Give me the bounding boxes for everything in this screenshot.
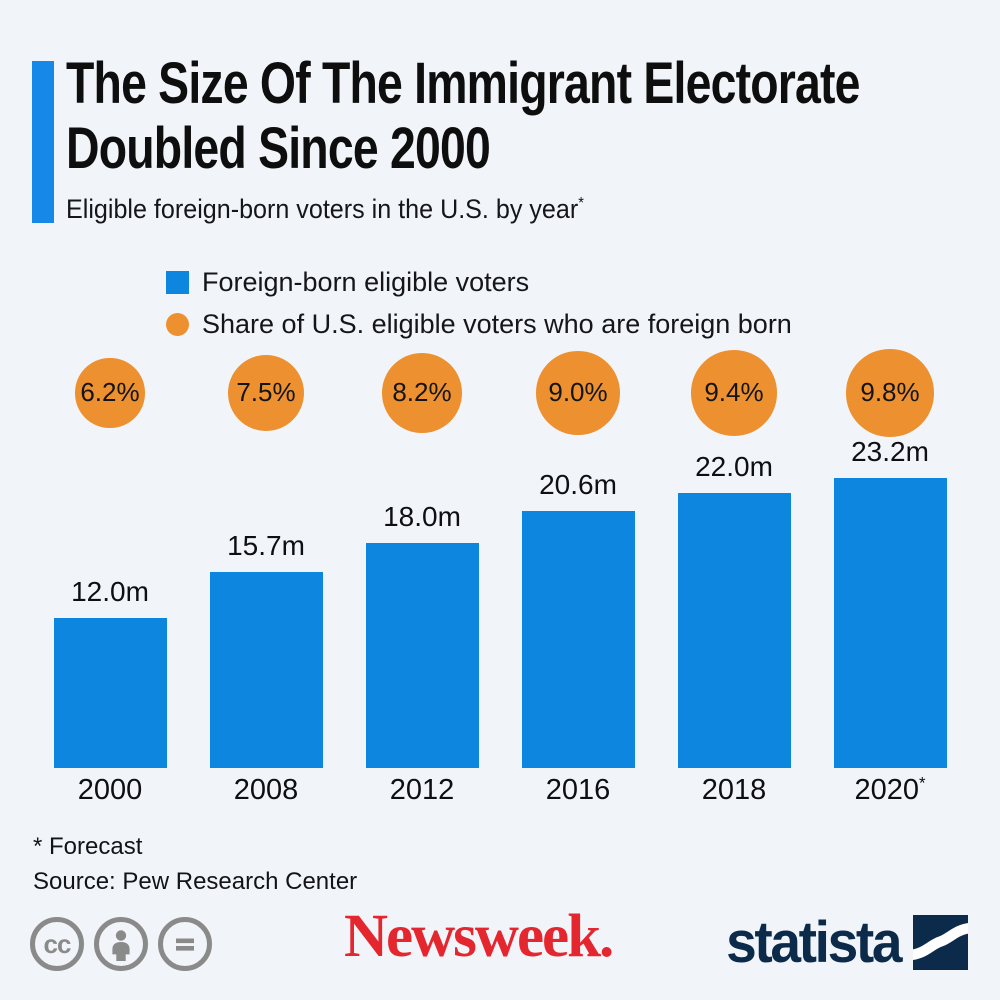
share-circle: 9.4% (691, 350, 777, 436)
bar-value-label: 20.6m (539, 468, 617, 500)
year-label: 2008 (233, 774, 299, 806)
bar-value-label: 23.2m (851, 436, 929, 467)
legend-square-marker-icon (166, 271, 189, 294)
cc-icon: cc (30, 917, 84, 971)
chart-subtitle: Eligible foreign-born voters in the U.S.… (66, 194, 584, 225)
forecast-footnote: * Forecast (33, 833, 143, 860)
statista-wordmark: statista (726, 910, 902, 975)
newsweek-logo: Newsweek. (344, 903, 614, 970)
bar (833, 478, 947, 768)
equals-icon (158, 917, 212, 971)
share-circle: 7.5% (227, 354, 305, 432)
chart-column: 9.8% 23.2m 2020* (812, 340, 968, 820)
page-title: The Size Of The Immigrant Electorate Dou… (66, 51, 861, 182)
person-glyph (112, 930, 130, 961)
legend-circle-marker-icon (166, 313, 189, 336)
share-circle: 9.0% (536, 351, 620, 435)
legend-item-voters: Foreign-born eligible voters (166, 266, 792, 299)
chart-column: 7.5% 15.7m 2008 (188, 340, 344, 820)
subtitle-footnote-marker: * (578, 195, 584, 212)
title-line-1: The Size Of The Immigrant Electorate (66, 51, 861, 116)
year-label: 2000 (77, 774, 143, 806)
subtitle-text: Eligible foreign-born voters in the U.S.… (66, 194, 579, 224)
footnotes: * Forecast Source: Pew Research Center (33, 830, 357, 900)
legend-label-voters: Foreign-born eligible voters (202, 267, 530, 297)
year-label: 2018 (701, 774, 767, 806)
chart-column: 9.0% 20.6m 2016 (500, 340, 656, 820)
chart-column: 8.2% 18.0m 2012 (344, 340, 500, 820)
legend-item-share: Share of U.S. eligible voters who are fo… (166, 308, 792, 341)
bar-chart: 6.2% 12.0m 2000 7.5% 15.7m 2008 8.2% 18.0m 2012 9… (32, 340, 968, 820)
equals-glyph (176, 938, 194, 951)
chart-column: 6.2% 12.0m 2000 (32, 340, 188, 820)
share-circle: 6.2% (75, 358, 145, 428)
bar-value-label: 18.0m (383, 501, 461, 532)
cc-icon-text: cc (43, 928, 72, 959)
title-accent-bar (32, 61, 54, 223)
bar (521, 510, 635, 768)
bar (209, 571, 323, 768)
chart-column: 9.4% 22.0m 2018 (656, 340, 812, 820)
forecast-marker: * (918, 773, 926, 793)
title-line-2: Doubled Since 2000 (66, 115, 491, 181)
bar-value-label: 22.0m (695, 451, 773, 482)
statista-logo-mark (913, 915, 968, 971)
source-line: Source: Pew Research Center (33, 867, 358, 895)
legend-label-share: Share of U.S. eligible voters who are fo… (202, 309, 792, 339)
bar-value-label: 15.7m (227, 529, 305, 561)
year-label: 2016 (545, 774, 611, 806)
license-icons: cc (30, 917, 212, 971)
bar (677, 493, 791, 768)
attribution-icon (94, 917, 148, 971)
year-label: 2020* (854, 773, 926, 806)
statista-logo: statista (717, 910, 968, 975)
share-circle: 9.8% (846, 349, 934, 437)
bar (365, 543, 479, 768)
chart-legend: Foreign-born eligible voters Share of U.… (166, 266, 792, 350)
year-label: 2012 (389, 774, 455, 806)
share-circle: 8.2% (382, 353, 462, 433)
bar (53, 618, 167, 768)
bar-value-label: 12.0m (71, 576, 149, 607)
